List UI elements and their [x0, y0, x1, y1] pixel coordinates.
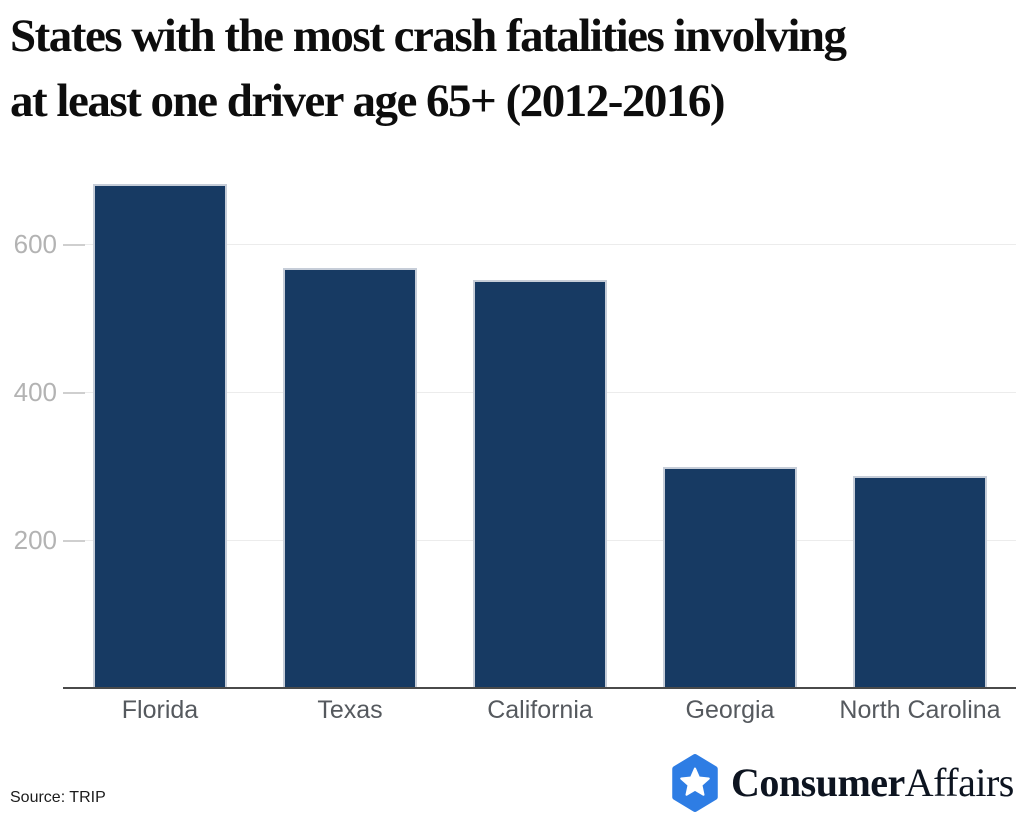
y-tick-label-400: 400 — [13, 377, 57, 407]
logo-text-consumer: Consumer — [731, 760, 905, 805]
y-tick-mark-400 — [63, 391, 85, 394]
consumeraffairs-logo: ConsumerAffairs — [671, 752, 1014, 814]
bar-florida — [93, 184, 227, 688]
x-axis-label-texas: Texas — [317, 696, 383, 724]
bar-texas — [283, 268, 417, 688]
x-axis-label-florida: Florida — [121, 696, 199, 724]
star-icon — [680, 767, 710, 796]
page-title: States with the most crash fatalities in… — [10, 4, 1020, 134]
gridline-600 — [63, 244, 1016, 245]
x-axis-label-georgia: Georgia — [685, 696, 775, 724]
y-tick-mark-200 — [63, 539, 85, 542]
source-text: Source: TRIP — [10, 789, 106, 806]
shield-icon — [672, 754, 718, 812]
logo-text: ConsumerAffairs — [731, 753, 1014, 813]
bar-georgia — [663, 467, 797, 688]
y-tick-mark-600 — [63, 243, 85, 246]
x-axis-label-california: California — [487, 696, 593, 724]
y-tick-label-200: 200 — [13, 525, 57, 555]
bar-north-carolina — [853, 476, 987, 688]
x-axis-label-north-carolina: North Carolina — [839, 696, 1001, 724]
page-title-line-2: at least one driver age 65+ (2012-2016) — [10, 75, 726, 127]
bar-california — [473, 279, 607, 688]
y-tick-label-600: 600 — [13, 229, 57, 259]
page-title-line-1: States with the most crash fatalities in… — [10, 10, 847, 62]
x-axis-line — [63, 687, 1016, 689]
logo-text-affairs: Affairs — [904, 760, 1015, 805]
